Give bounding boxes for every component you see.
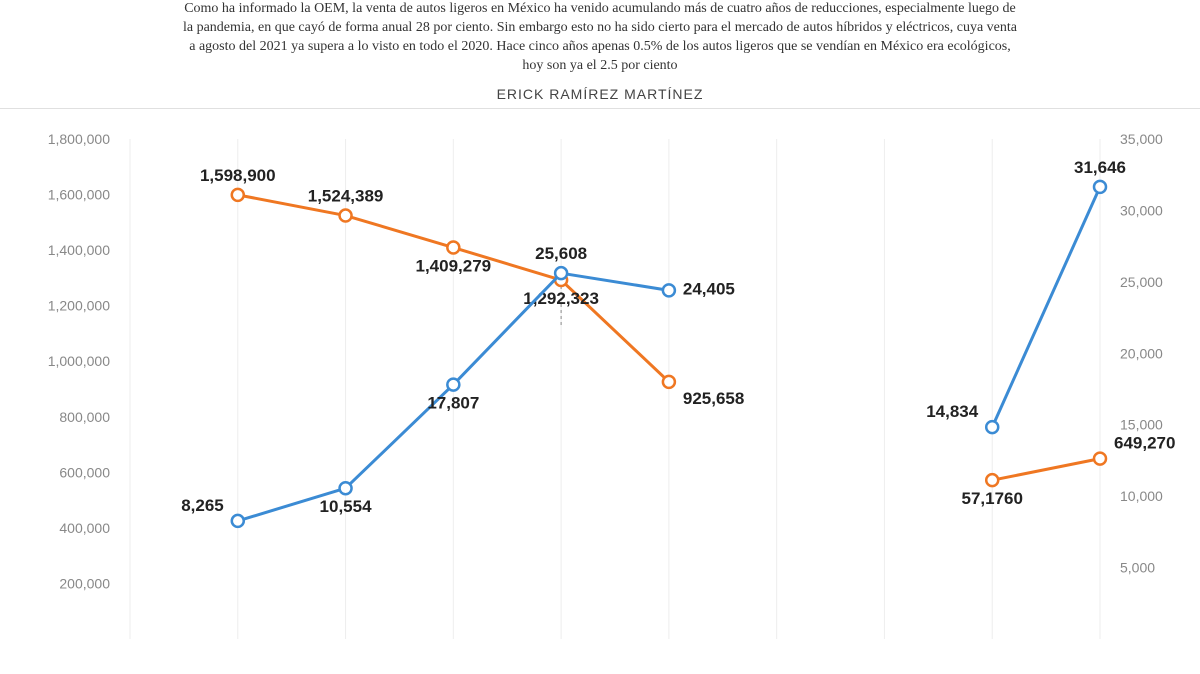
data-label: 57,1760: [961, 489, 1022, 508]
y-left-label: 800,000: [59, 408, 110, 424]
y-left-label: 1,000,000: [48, 353, 110, 369]
data-label: 1,598,900: [200, 165, 276, 184]
data-point: [340, 482, 352, 494]
y-right-label: 10,000: [1120, 488, 1163, 504]
y-left-label: 600,000: [59, 464, 110, 480]
header-area: Como ha informado la OEM, la venta de au…: [0, 0, 1200, 109]
y-left-label: 400,000: [59, 519, 110, 535]
data-label: 25,608: [535, 244, 587, 263]
data-point: [1094, 180, 1106, 192]
data-point: [340, 209, 352, 221]
data-label: 1,409,279: [416, 256, 492, 275]
y-left-label: 200,000: [59, 575, 110, 591]
y-right-label: 25,000: [1120, 273, 1163, 289]
y-left-label: 1,200,000: [48, 297, 110, 313]
data-point: [555, 267, 567, 279]
author-name: ERICK RAMÍREZ MARTÍNEZ: [180, 86, 1020, 102]
data-label: 10,554: [320, 497, 373, 516]
y-left-label: 1,600,000: [48, 186, 110, 202]
data-label: 649,270: [1114, 433, 1175, 452]
data-point: [447, 241, 459, 253]
line-chart: 200,000 400,000 600,000 800,000 1,000,000 1,2…: [0, 109, 1200, 669]
data-point: [986, 474, 998, 486]
data-label: 8,265: [181, 495, 224, 514]
y-left-label: 1,800,000: [48, 131, 110, 147]
y-right-label: 20,000: [1120, 345, 1163, 361]
data-point: [447, 378, 459, 390]
data-label: 31,646: [1074, 157, 1126, 176]
data-label: 17,807: [427, 393, 479, 412]
chart-container: 200,000 400,000 600,000 800,000 1,000,000 1,2…: [0, 109, 1200, 669]
y-right-label: 35,000: [1120, 131, 1163, 147]
y-right-label: 30,000: [1120, 202, 1163, 218]
data-label: 24,405: [683, 279, 735, 298]
y-right-label: 15,000: [1120, 416, 1163, 432]
y-right-label: 5,000: [1120, 559, 1155, 575]
data-label: 1,524,389: [308, 186, 384, 205]
chart-bg: [0, 109, 1200, 669]
data-label: 14,834: [926, 402, 979, 421]
data-point: [1094, 452, 1106, 464]
data-point: [232, 188, 244, 200]
data-label: 925,658: [683, 388, 744, 407]
subtitle-text: Como ha informado la OEM, la venta de au…: [180, 0, 1020, 76]
data-point: [663, 284, 675, 296]
data-point: [986, 421, 998, 433]
data-point: [232, 514, 244, 526]
y-left-label: 1,400,000: [48, 242, 110, 258]
data-point: [663, 375, 675, 387]
